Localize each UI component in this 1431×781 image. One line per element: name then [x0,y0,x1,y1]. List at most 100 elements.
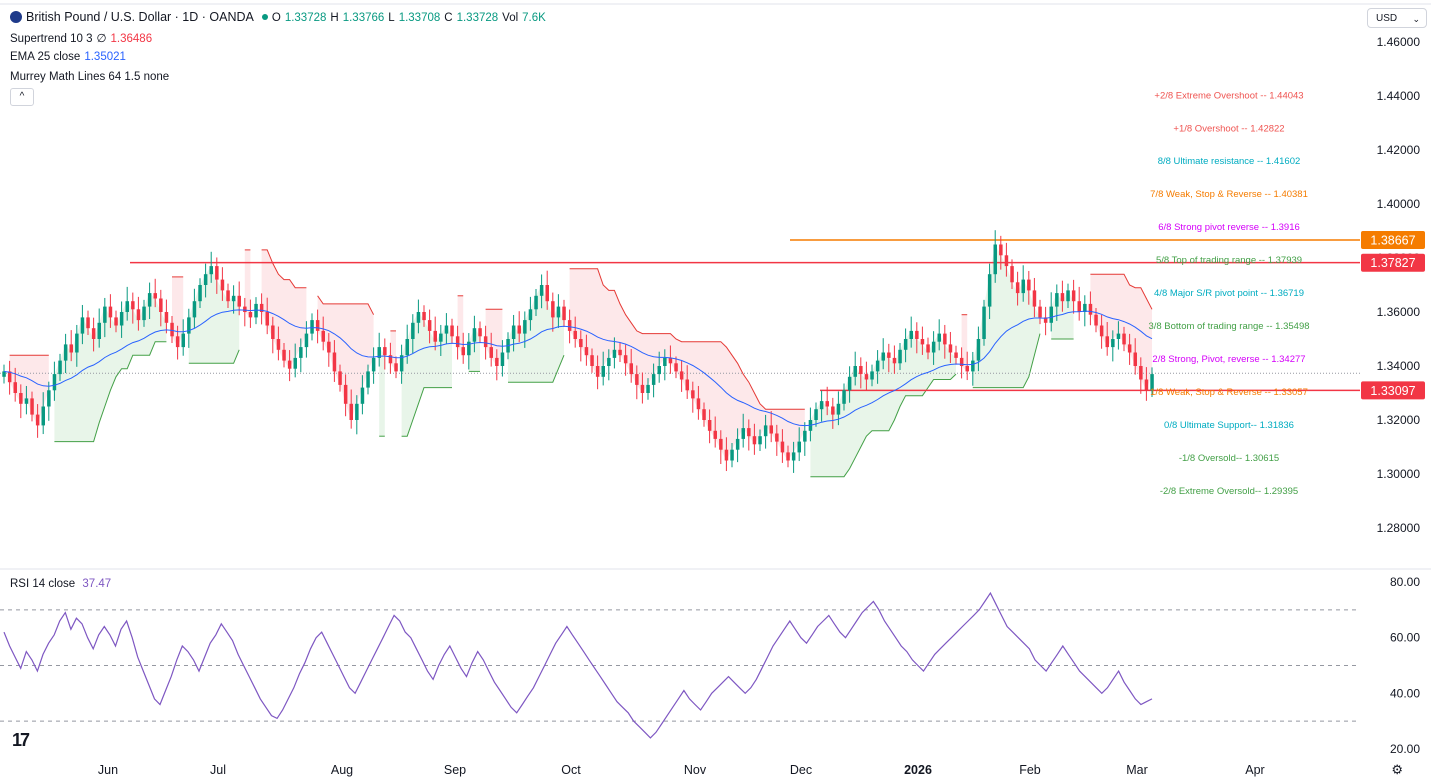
candle-body[interactable] [959,357,964,366]
candle-body[interactable] [797,441,802,453]
candle-body[interactable] [478,328,482,337]
tradingview-logo-icon[interactable]: 17 [12,730,30,750]
candle-body[interactable] [875,360,880,372]
candle-body[interactable] [366,371,370,388]
candle-body[interactable] [511,325,516,340]
candle-body[interactable] [467,341,471,356]
candle-body[interactable] [332,352,337,372]
candle-body[interactable] [612,349,617,358]
candle-body[interactable] [735,438,740,450]
candle-body[interactable] [103,306,107,323]
candle-body[interactable] [657,366,662,375]
candle-body[interactable] [1088,303,1093,315]
candle-body[interactable] [987,274,992,307]
candle-body[interactable] [775,433,779,442]
candle-body[interactable] [276,339,281,350]
candle-body[interactable] [377,347,382,358]
candle-body[interactable] [41,406,46,426]
candle-body[interactable] [943,333,947,345]
candle-body[interactable] [293,357,298,369]
candle-body[interactable] [1083,303,1087,312]
candle-body[interactable] [847,376,852,391]
candle-body[interactable] [814,409,818,420]
candle-body[interactable] [556,306,561,318]
candle-body[interactable] [114,317,118,326]
candle-body[interactable] [97,322,102,339]
candle-body[interactable] [965,366,970,372]
candle-body[interactable] [119,312,124,326]
candle-body[interactable] [343,384,348,404]
candle-body[interactable] [125,301,130,312]
currency-select[interactable]: USD ⌄ [1367,8,1427,28]
candle-body[interactable] [1116,333,1121,339]
candle-body[interactable] [360,387,365,404]
candle-body[interactable] [702,409,706,420]
candle-body[interactable] [321,330,326,342]
candle-body[interactable] [69,344,74,353]
candle-body[interactable] [371,357,376,372]
candle-body[interactable] [483,336,488,348]
candle-body[interactable] [1144,379,1149,391]
candle-body[interactable] [455,336,460,348]
candle-body[interactable] [1111,339,1115,348]
candle-body[interactable] [215,266,219,280]
candle-body[interactable] [1038,306,1042,318]
candle-body[interactable] [971,360,975,372]
candle-body[interactable] [780,441,785,453]
candle-body[interactable] [903,339,908,350]
candle-body[interactable] [730,449,734,461]
candle-body[interactable] [181,333,186,348]
candle-body[interactable] [741,428,746,439]
candle-body[interactable] [142,306,146,321]
candle-body[interactable] [1066,290,1070,302]
supertrend-legend[interactable]: Supertrend 10 3 ∅ 1.36486 [10,31,156,45]
candle-body[interactable] [982,306,986,339]
candle-body[interactable] [164,312,169,323]
candle-body[interactable] [618,349,622,356]
candle-body[interactable] [1010,266,1014,283]
candle-body[interactable] [696,398,701,410]
candle-body[interactable] [635,374,639,385]
candle-body[interactable] [948,344,953,353]
candle-body[interactable] [231,295,236,302]
candle-body[interactable] [147,293,152,307]
candle-body[interactable] [752,436,757,445]
candle-body[interactable] [629,363,634,375]
candle-body[interactable] [747,428,751,437]
candle-body[interactable] [1032,290,1037,307]
candle-body[interactable] [338,371,342,385]
candle-body[interactable] [819,401,824,410]
candle-body[interactable] [7,371,12,383]
candle-body[interactable] [870,371,874,380]
candle-body[interactable] [439,333,443,342]
candle-body[interactable] [926,344,930,353]
candle-body[interactable] [993,244,998,275]
candle-body[interactable] [1094,314,1098,326]
candle-body[interactable] [175,336,180,348]
candle-body[interactable] [2,371,6,377]
candle-body[interactable] [35,414,40,426]
candle-body[interactable] [1139,366,1143,380]
candle-body[interactable] [24,398,29,404]
candle-body[interactable] [786,452,790,461]
candle-body[interactable] [528,309,533,321]
candle-body[interactable] [237,295,242,307]
candle-body[interactable] [75,333,79,353]
candle-body[interactable] [674,363,678,372]
candle-body[interactable] [769,425,774,434]
candle-body[interactable] [791,452,796,461]
candle-body[interactable] [259,303,264,312]
candle-body[interactable] [937,333,942,342]
candle-body[interactable] [853,366,858,377]
candle-body[interactable] [881,352,886,361]
candle-body[interactable] [248,312,253,318]
candle-body[interactable] [803,430,807,442]
candle-body[interactable] [265,312,270,326]
candle-body[interactable] [192,301,197,318]
candle-body[interactable] [523,320,527,334]
candle-body[interactable] [416,312,421,323]
candle-body[interactable] [685,379,690,391]
candle-body[interactable] [646,384,650,393]
rsi-legend[interactable]: RSI 14 close 37.47 [10,578,115,590]
candle-body[interactable] [590,355,594,366]
